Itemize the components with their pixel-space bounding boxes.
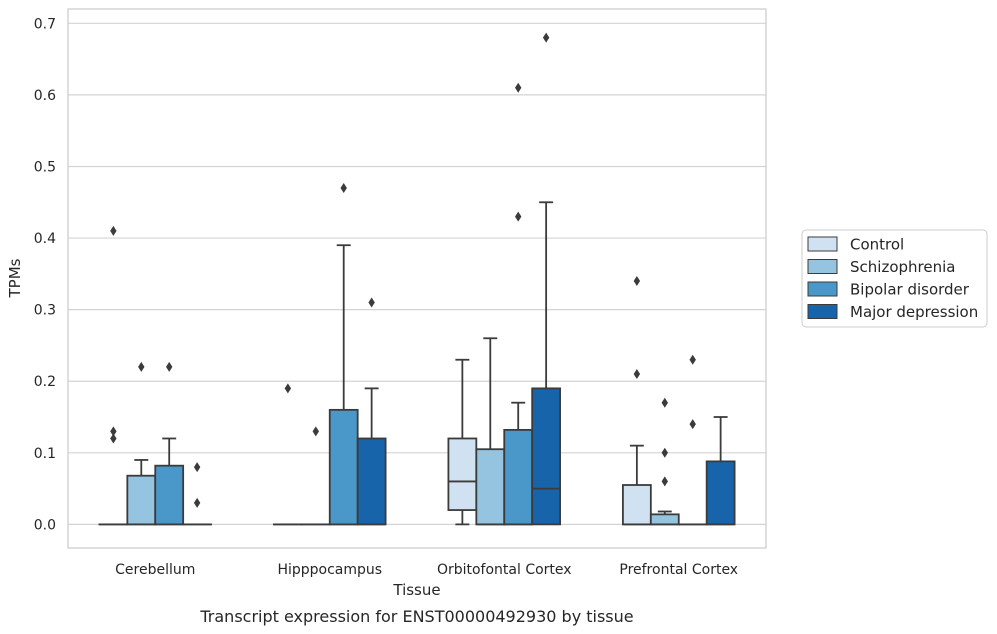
outlier-point bbox=[368, 297, 375, 308]
iqr-box bbox=[503, 428, 534, 526]
y-tick-label: 0.7 bbox=[34, 16, 56, 32]
outlier-point bbox=[633, 369, 641, 380]
box-3 bbox=[154, 361, 185, 526]
box-1 bbox=[273, 383, 303, 526]
outlier-point bbox=[542, 32, 550, 43]
y-tick-label: 0.6 bbox=[34, 88, 56, 104]
box-groups bbox=[98, 32, 736, 526]
legend-label: Control bbox=[850, 236, 904, 254]
outlier-point bbox=[110, 433, 117, 444]
box-1 bbox=[622, 276, 652, 526]
box-2 bbox=[649, 397, 680, 526]
legend-swatch bbox=[807, 281, 838, 297]
outlier-point bbox=[284, 383, 292, 394]
box-4 bbox=[182, 462, 212, 526]
x-axis-label: Tissue bbox=[392, 581, 440, 599]
y-tick-label: 0.4 bbox=[34, 231, 56, 247]
y-axis-label: TPMs bbox=[6, 258, 24, 298]
iqr-box bbox=[531, 387, 561, 526]
iqr-box bbox=[475, 448, 506, 526]
outlier-point bbox=[312, 426, 319, 437]
box-4 bbox=[705, 416, 736, 526]
outlier-point bbox=[193, 497, 201, 508]
box-4 bbox=[531, 32, 561, 526]
iqr-box bbox=[705, 460, 736, 526]
outlier-point bbox=[515, 82, 522, 93]
legend-label: Schizophrenia bbox=[850, 258, 955, 276]
y-tick-label: 0.2 bbox=[34, 374, 56, 390]
box-2 bbox=[300, 426, 331, 526]
outlier-point bbox=[515, 211, 522, 222]
iqr-box bbox=[447, 437, 478, 511]
iqr-box bbox=[154, 464, 185, 526]
iqr-box bbox=[126, 474, 157, 526]
outlier-point bbox=[689, 419, 696, 430]
x-tick-label: Prefrontal Cortex bbox=[619, 562, 738, 578]
outlier-point bbox=[661, 397, 668, 408]
legend-label: Bipolar disorder bbox=[850, 281, 970, 299]
figure-caption: Transcript expression for ENST0000049293… bbox=[199, 607, 633, 626]
y-tick-label: 0.0 bbox=[34, 517, 56, 533]
outlier-point bbox=[110, 426, 117, 437]
x-tick-labels: Cerebellum Hipppocampus Orbitofontal Corte… bbox=[115, 562, 738, 578]
iqr-box bbox=[328, 408, 359, 526]
box-2 bbox=[126, 361, 157, 526]
y-tick-label: 0.1 bbox=[34, 446, 56, 462]
outlier-point bbox=[661, 476, 668, 487]
x-tick-label: Cerebellum bbox=[115, 562, 195, 578]
x-tick-label: Hipppocampus bbox=[277, 562, 382, 578]
outlier-point bbox=[193, 462, 201, 473]
legend-frame bbox=[801, 229, 988, 328]
outlier-point bbox=[633, 276, 641, 287]
outlier-point bbox=[138, 361, 145, 372]
outlier-point bbox=[689, 354, 696, 365]
iqr-box bbox=[649, 513, 680, 526]
box-1 bbox=[98, 225, 129, 526]
legend-label: Major depression bbox=[850, 303, 978, 321]
box-1 bbox=[447, 358, 478, 526]
plot-area-frame bbox=[67, 8, 767, 549]
y-tick-labels: 0.0 0.1 0.2 0.3 0.4 0.5 0.6 0.7 bbox=[34, 16, 56, 533]
box-4 bbox=[356, 297, 387, 526]
iqr-box bbox=[356, 437, 387, 526]
legend-swatch bbox=[807, 259, 838, 274]
outlier-point bbox=[166, 361, 173, 372]
legend-swatch bbox=[807, 304, 838, 319]
outlier-point bbox=[110, 225, 117, 236]
outlier-point bbox=[661, 447, 668, 458]
legend-swatch bbox=[807, 236, 838, 252]
y-tick-label: 0.5 bbox=[34, 159, 56, 175]
iqr-box bbox=[622, 484, 652, 526]
gridlines bbox=[68, 22, 766, 525]
outlier-point bbox=[340, 182, 347, 193]
legend: Control Schizophrenia Bipolar disorder Majo… bbox=[801, 229, 988, 328]
y-tick-label: 0.3 bbox=[34, 303, 56, 319]
box-2 bbox=[475, 337, 506, 526]
box-3 bbox=[328, 182, 359, 526]
box-3 bbox=[677, 354, 708, 526]
box-3 bbox=[503, 82, 534, 526]
x-tick-label: Orbitofontal Cortex bbox=[437, 562, 572, 578]
